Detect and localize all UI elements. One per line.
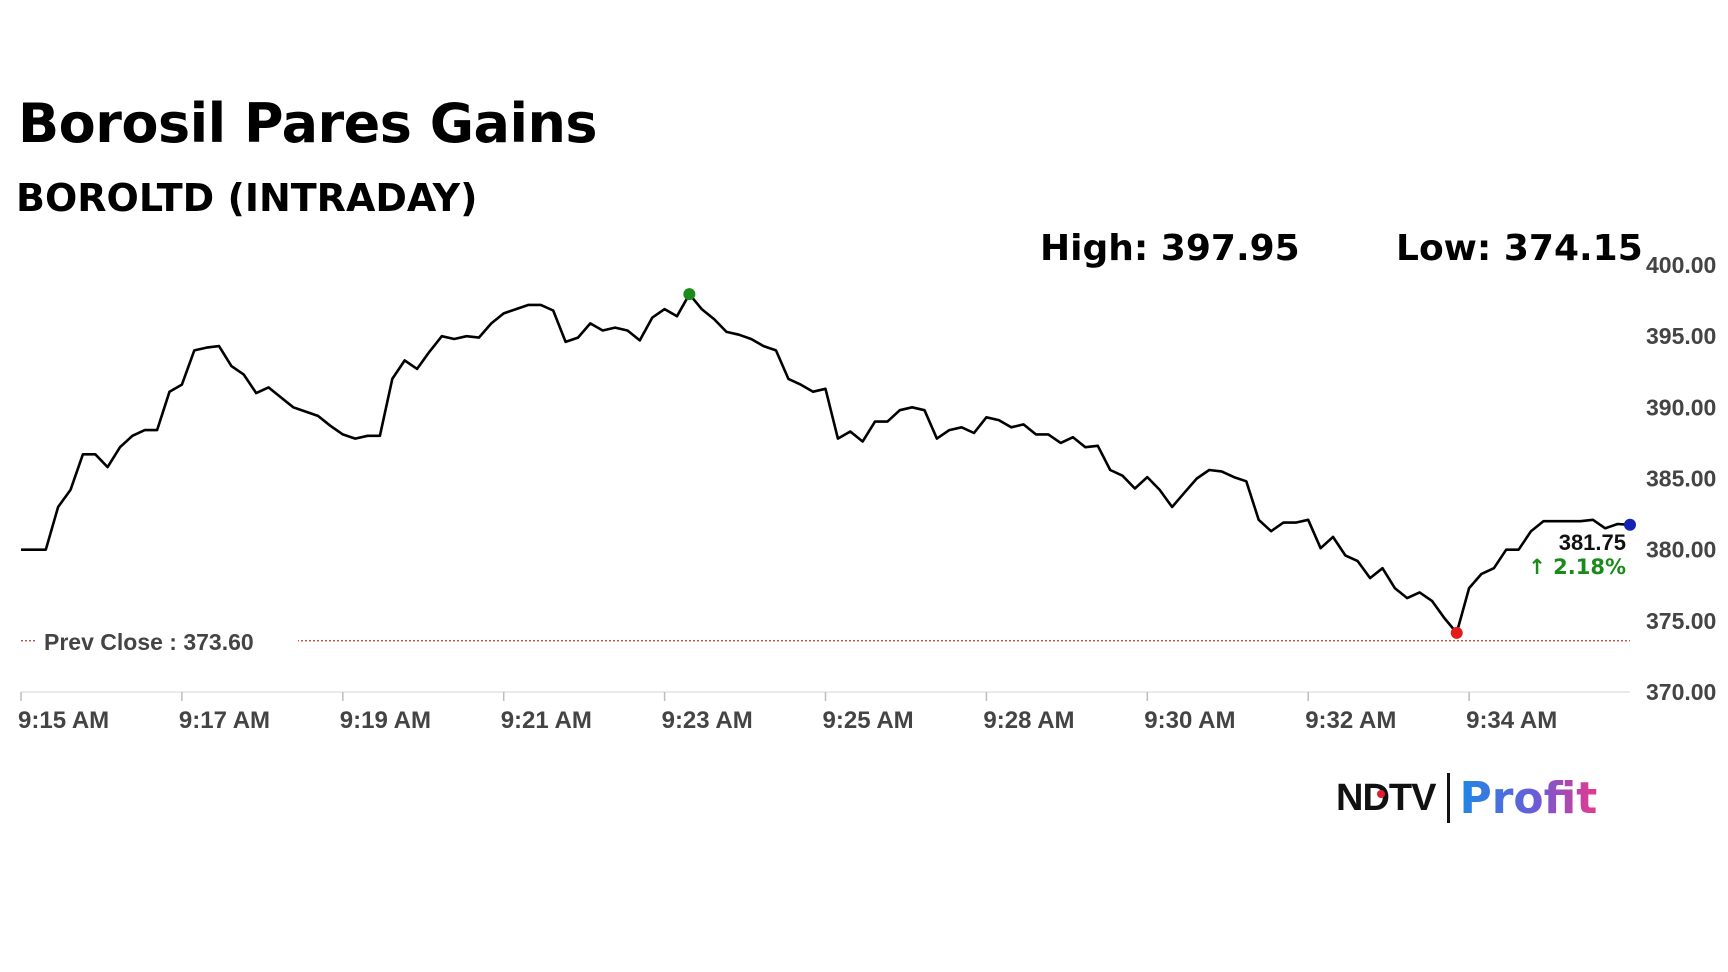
y-axis: 400.00 395.00 390.00 385.00 380.00 375.00 370.…	[1646, 252, 1716, 705]
x-tick-label: 9:21 AM	[501, 707, 592, 734]
high-marker	[683, 288, 696, 301]
x-tick-label: 9:30 AM	[1144, 707, 1235, 734]
x-tick-label: 9:23 AM	[662, 707, 753, 734]
ndtv-wordmark: NDTV	[1336, 776, 1436, 819]
chart-title: Borosil Pares Gains	[18, 92, 598, 155]
price-line	[21, 292, 1631, 635]
prev-close-label-background	[36, 626, 298, 655]
x-tick-label: 9:34 AM	[1466, 707, 1557, 734]
x-tick-label: 9:19 AM	[340, 707, 431, 734]
x-tick-label: 9:28 AM	[983, 707, 1074, 734]
x-tick-label: 9:25 AM	[823, 707, 914, 734]
y-tick-label: 380.00	[1646, 537, 1716, 563]
prev-close-label: Prev Close : 373.60	[44, 629, 254, 655]
y-tick-label: 370.00	[1646, 679, 1716, 705]
logo-separator	[1447, 773, 1451, 823]
day-high-label: High: 397.95	[1040, 228, 1300, 269]
x-tick-label: 9:32 AM	[1305, 707, 1396, 734]
last-price-label: 381.75	[1559, 530, 1626, 555]
y-tick-label: 395.00	[1646, 323, 1716, 349]
last-price-marker	[1624, 518, 1636, 531]
low-marker	[1450, 626, 1463, 639]
y-tick-label: 385.00	[1646, 466, 1716, 492]
x-tick-label: 9:15 AM	[18, 707, 109, 734]
ndtv-profit-logo: NDTV Profit	[1336, 770, 1597, 826]
chart-subtitle: BOROLTD (INTRADAY)	[16, 176, 478, 220]
x-axis: 9:15 AM 9:17 AM 9:19 AM 9:21 AM 9:23 AM 9:25 …	[18, 691, 1630, 734]
y-tick-label: 390.00	[1646, 394, 1716, 420]
change-percent-label: ↑ 2.18%	[1528, 555, 1626, 579]
y-tick-label: 375.00	[1646, 608, 1716, 634]
x-tick-label: 9:17 AM	[179, 707, 270, 734]
day-low-label: Low: 374.15	[1396, 228, 1643, 269]
logo-dot-icon	[1377, 790, 1385, 798]
y-tick-label: 400.00	[1646, 252, 1716, 278]
profit-wordmark: Profit	[1459, 772, 1598, 824]
